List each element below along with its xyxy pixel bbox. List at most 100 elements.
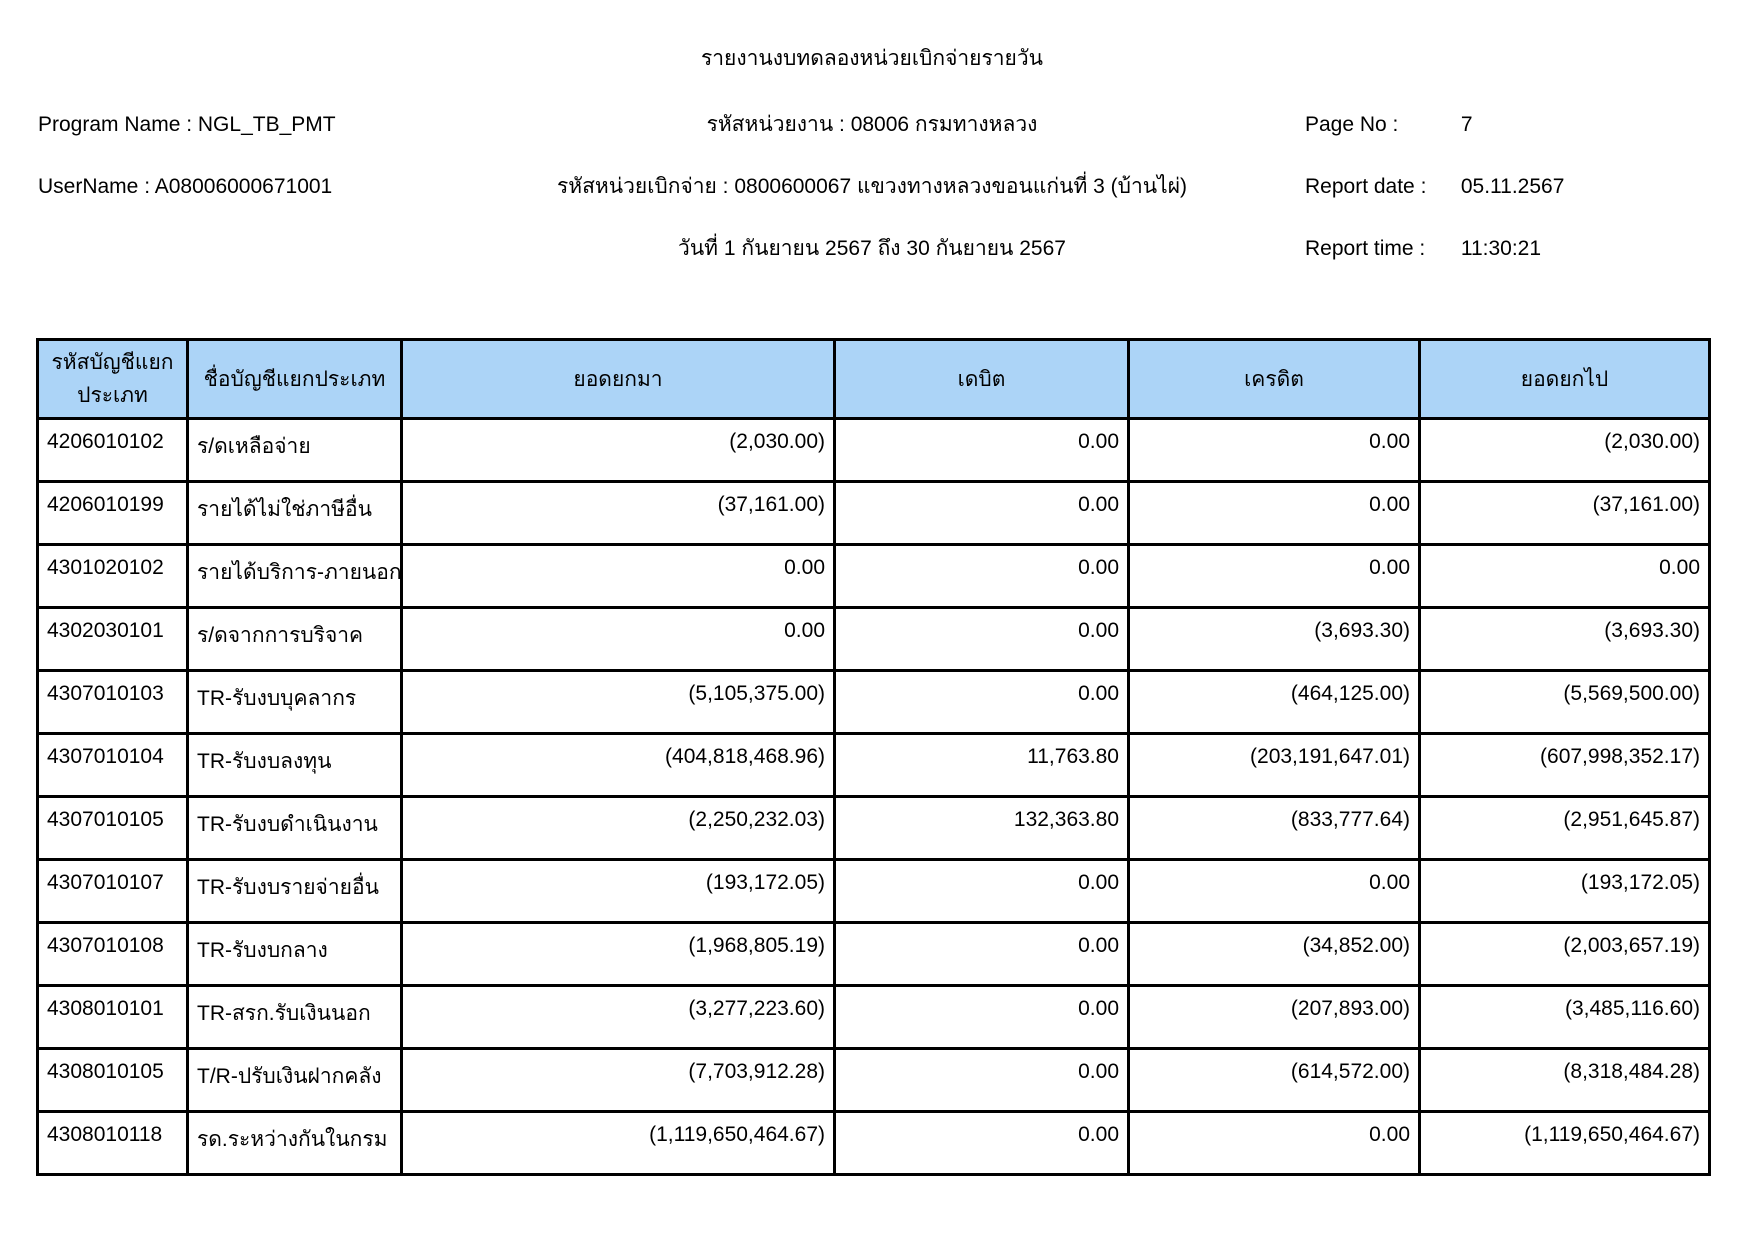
column-header-account-name: ชื่อบัญชีแยกประเภท xyxy=(186,338,403,420)
report-date-value: 05.11.2567 xyxy=(1460,175,1565,198)
cell-opening-balance: (7,703,912.28) xyxy=(400,1047,836,1113)
cell-account-name: TR-รับงบบุคลากร xyxy=(186,669,403,735)
report-time-label: Report time : xyxy=(1305,237,1426,260)
cell-credit: (833,777.64) xyxy=(1127,795,1421,861)
cell-credit: 0.00 xyxy=(1127,543,1421,609)
cell-opening-balance: (1,119,650,464.67) xyxy=(400,1110,836,1176)
cell-account-code: 4307010107 xyxy=(36,858,189,924)
table-header: รหัสบัญชีแยกประเภท ชื่อบัญชีแยกประเภท ยอ… xyxy=(36,338,1711,420)
cell-account-code: 4307010104 xyxy=(36,732,189,798)
report-date-label: Report date : xyxy=(1305,175,1427,198)
trial-balance-table: รหัสบัญชีแยกประเภท ชื่อบัญชีแยกประเภท ยอ… xyxy=(36,338,1711,1176)
cell-closing-balance: (193,172.05) xyxy=(1418,858,1711,924)
agency-code-line: รหัสหน่วยงาน : 08006 กรมทางหลวง xyxy=(706,113,1038,136)
cell-opening-balance: (2,030.00) xyxy=(400,417,836,483)
cell-opening-balance: (3,277,223.60) xyxy=(400,984,836,1050)
user-name-label: UserName : xyxy=(38,175,151,198)
table-row: 4308010105 T/R-ปรับเงินฝากคลัง (7,703,912.… xyxy=(36,1047,1711,1113)
cell-closing-balance: (37,161.00) xyxy=(1418,480,1711,546)
cell-debit: 0.00 xyxy=(833,858,1130,924)
table-body: 4206010102 ร/ดเหลือจ่าย (2,030.00) 0.00 0.00… xyxy=(36,417,1711,1176)
cell-credit: (614,572.00) xyxy=(1127,1047,1421,1113)
cell-closing-balance: (2,030.00) xyxy=(1418,417,1711,483)
cell-debit: 0.00 xyxy=(833,1047,1130,1113)
cell-closing-balance: (607,998,352.17) xyxy=(1418,732,1711,798)
cell-opening-balance: (193,172.05) xyxy=(400,858,836,924)
table-header-row: รหัสบัญชีแยกประเภท ชื่อบัญชีแยกประเภท ยอ… xyxy=(36,338,1711,420)
disbursement-unit-line: รหัสหน่วยเบิกจ่าย : 0800600067 แขวงทางหล… xyxy=(556,175,1188,198)
date-range-line: วันที่ 1 กันยายน 2567 ถึง 30 กันยายน 256… xyxy=(678,237,1066,260)
cell-credit: 0.00 xyxy=(1127,1110,1421,1176)
cell-account-name: TR-รับงบดำเนินงาน xyxy=(186,795,403,861)
cell-opening-balance: 0.00 xyxy=(400,606,836,672)
cell-debit: 0.00 xyxy=(833,480,1130,546)
cell-account-name: TR-สรก.รับเงินนอก xyxy=(186,984,403,1050)
cell-credit: 0.00 xyxy=(1127,858,1421,924)
cell-account-name: T/R-ปรับเงินฝากคลัง xyxy=(186,1047,403,1113)
column-header-debit: เดบิต xyxy=(833,338,1130,420)
cell-closing-balance: (5,569,500.00) xyxy=(1418,669,1711,735)
cell-closing-balance: (2,003,657.19) xyxy=(1418,921,1711,987)
table-row: 4206010199 รายได้ไม่ใช่ภาษีอื่น (37,161.00… xyxy=(36,480,1711,546)
report-title: รายงานงบทดลองหน่วยเบิกจ่ายรายวัน xyxy=(700,47,1044,70)
table-row: 4307010108 TR-รับงบกลาง (1,968,805.19) 0.00… xyxy=(36,921,1711,987)
cell-account-name: รายได้บริการ-ภายนอก xyxy=(186,543,403,609)
table-row: 4308010101 TR-สรก.รับเงินนอก (3,277,223.60… xyxy=(36,984,1711,1050)
cell-debit: 0.00 xyxy=(833,984,1130,1050)
report-date-line: Report date : 05.11.2567 xyxy=(1305,174,1564,200)
cell-debit: 0.00 xyxy=(833,669,1130,735)
cell-debit: 0.00 xyxy=(833,606,1130,672)
cell-credit: (203,191,647.01) xyxy=(1127,732,1421,798)
cell-closing-balance: (8,318,484.28) xyxy=(1418,1047,1711,1113)
user-name-line: UserName : A08006000671001 xyxy=(38,174,332,200)
report-time-value: 11:30:21 xyxy=(1460,237,1542,260)
cell-opening-balance: (1,968,805.19) xyxy=(400,921,836,987)
cell-credit: (3,693.30) xyxy=(1127,606,1421,672)
cell-credit: (207,893.00) xyxy=(1127,984,1421,1050)
cell-account-code: 4308010118 xyxy=(36,1110,189,1176)
column-header-account-code: รหัสบัญชีแยกประเภท xyxy=(36,338,189,420)
cell-account-code: 4307010108 xyxy=(36,921,189,987)
cell-account-code: 4308010105 xyxy=(36,1047,189,1113)
column-header-credit: เครดิต xyxy=(1127,338,1421,420)
program-name-value: NGL_TB_PMT xyxy=(197,113,336,136)
program-name-label: Program Name : xyxy=(38,113,193,136)
cell-debit: 11,763.80 xyxy=(833,732,1130,798)
cell-closing-balance: (3,693.30) xyxy=(1418,606,1711,672)
cell-debit: 0.00 xyxy=(833,543,1130,609)
user-name-value: A08006000671001 xyxy=(154,175,333,198)
cell-account-code: 4206010199 xyxy=(36,480,189,546)
table-row: 4307010104 TR-รับงบลงทุน (404,818,468.96) 1… xyxy=(36,732,1711,798)
cell-opening-balance: 0.00 xyxy=(400,543,836,609)
cell-debit: 132,363.80 xyxy=(833,795,1130,861)
page-no-label: Page No : xyxy=(1305,113,1399,136)
cell-closing-balance: (2,951,645.87) xyxy=(1418,795,1711,861)
table-row: 4301020102 รายได้บริการ-ภายนอก 0.00 0.00 0.0… xyxy=(36,543,1711,609)
cell-credit: 0.00 xyxy=(1127,480,1421,546)
cell-account-name: ร/ดจากการบริจาค xyxy=(186,606,403,672)
cell-account-code: 4307010105 xyxy=(36,795,189,861)
table-row: 4307010107 TR-รับงบรายจ่ายอื่น (193,172.05… xyxy=(36,858,1711,924)
cell-account-code: 4308010101 xyxy=(36,984,189,1050)
cell-credit: 0.00 xyxy=(1127,417,1421,483)
cell-account-name: รด.ระหว่างกันในกรม xyxy=(186,1110,403,1176)
table-row: 4307010103 TR-รับงบบุคลากร (5,105,375.00) 0… xyxy=(36,669,1711,735)
cell-closing-balance: (1,119,650,464.67) xyxy=(1418,1110,1711,1176)
cell-account-code: 4301020102 xyxy=(36,543,189,609)
report-time-line: Report time : 11:30:21 xyxy=(1305,236,1541,262)
cell-credit: (464,125.00) xyxy=(1127,669,1421,735)
table-row: 4302030101 ร/ดจากการบริจาค 0.00 0.00 (3,693.… xyxy=(36,606,1711,672)
column-header-opening-balance: ยอดยกมา xyxy=(400,338,836,420)
cell-closing-balance: 0.00 xyxy=(1418,543,1711,609)
page-no-value: 7 xyxy=(1460,113,1473,136)
cell-account-name: TR-รับงบลงทุน xyxy=(186,732,403,798)
cell-account-name: รายได้ไม่ใช่ภาษีอื่น xyxy=(186,480,403,546)
cell-opening-balance: (5,105,375.00) xyxy=(400,669,836,735)
cell-account-code: 4206010102 xyxy=(36,417,189,483)
cell-opening-balance: (2,250,232.03) xyxy=(400,795,836,861)
cell-closing-balance: (3,485,116.60) xyxy=(1418,984,1711,1050)
cell-account-name: TR-รับงบรายจ่ายอื่น xyxy=(186,858,403,924)
cell-opening-balance: (37,161.00) xyxy=(400,480,836,546)
table-row: 4307010105 TR-รับงบดำเนินงาน (2,250,232.03… xyxy=(36,795,1711,861)
